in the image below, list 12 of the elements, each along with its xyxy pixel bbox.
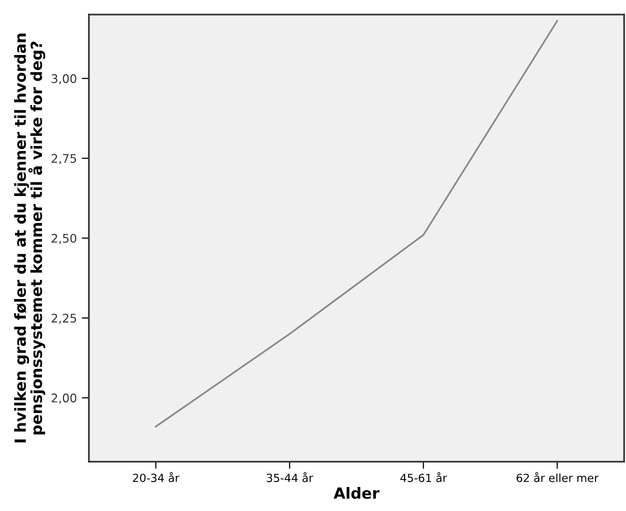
x-tick-label: 35-44 år xyxy=(266,472,314,482)
x-tick-label: 45-61 år xyxy=(400,472,448,482)
x-tick-label: 20-34 år xyxy=(133,472,180,482)
y-tick-label: 3,00 xyxy=(52,74,76,84)
y-tick-label: 2,50 xyxy=(52,234,76,244)
x-tick-label: 62 år eller mer xyxy=(516,472,599,482)
y-tick-label: 2,00 xyxy=(52,394,76,404)
x-axis-title: Alder xyxy=(334,487,380,499)
line-series xyxy=(154,20,558,428)
y-tick-label: 2,75 xyxy=(52,154,76,164)
y-axis-title: I hvilken grad føler du at du kjenner til hvordan pensjonssystemet kommer til å virke for deg? xyxy=(14,34,46,442)
y-tick-label: 2,25 xyxy=(52,314,76,324)
